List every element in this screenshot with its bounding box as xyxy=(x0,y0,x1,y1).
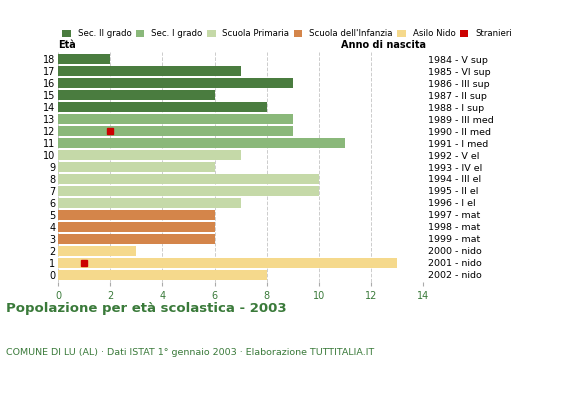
Bar xyxy=(58,162,215,172)
Bar xyxy=(58,270,267,280)
Bar xyxy=(58,246,136,256)
Bar xyxy=(58,210,215,220)
Bar xyxy=(58,66,241,76)
Bar xyxy=(58,90,215,100)
Bar xyxy=(58,138,345,148)
Bar xyxy=(58,258,397,268)
Legend: Sec. II grado, Sec. I grado, Scuola Primaria, Scuola dell'Infanzia, Asilo Nido, : Sec. II grado, Sec. I grado, Scuola Prim… xyxy=(62,30,512,38)
Bar xyxy=(58,150,241,160)
Text: Anno di nascita: Anno di nascita xyxy=(341,40,426,50)
Bar xyxy=(58,222,215,232)
Bar xyxy=(58,234,215,244)
Text: Età: Età xyxy=(58,40,76,50)
Bar xyxy=(58,186,319,196)
Bar xyxy=(58,54,110,64)
Bar xyxy=(58,198,241,208)
Bar xyxy=(58,126,293,136)
Text: COMUNE DI LU (AL) · Dati ISTAT 1° gennaio 2003 · Elaborazione TUTTITALIA.IT: COMUNE DI LU (AL) · Dati ISTAT 1° gennai… xyxy=(6,348,374,357)
Bar xyxy=(58,102,267,112)
Bar xyxy=(58,114,293,124)
Bar xyxy=(58,174,319,184)
Bar xyxy=(58,78,293,88)
Text: Popolazione per età scolastica - 2003: Popolazione per età scolastica - 2003 xyxy=(6,302,287,315)
